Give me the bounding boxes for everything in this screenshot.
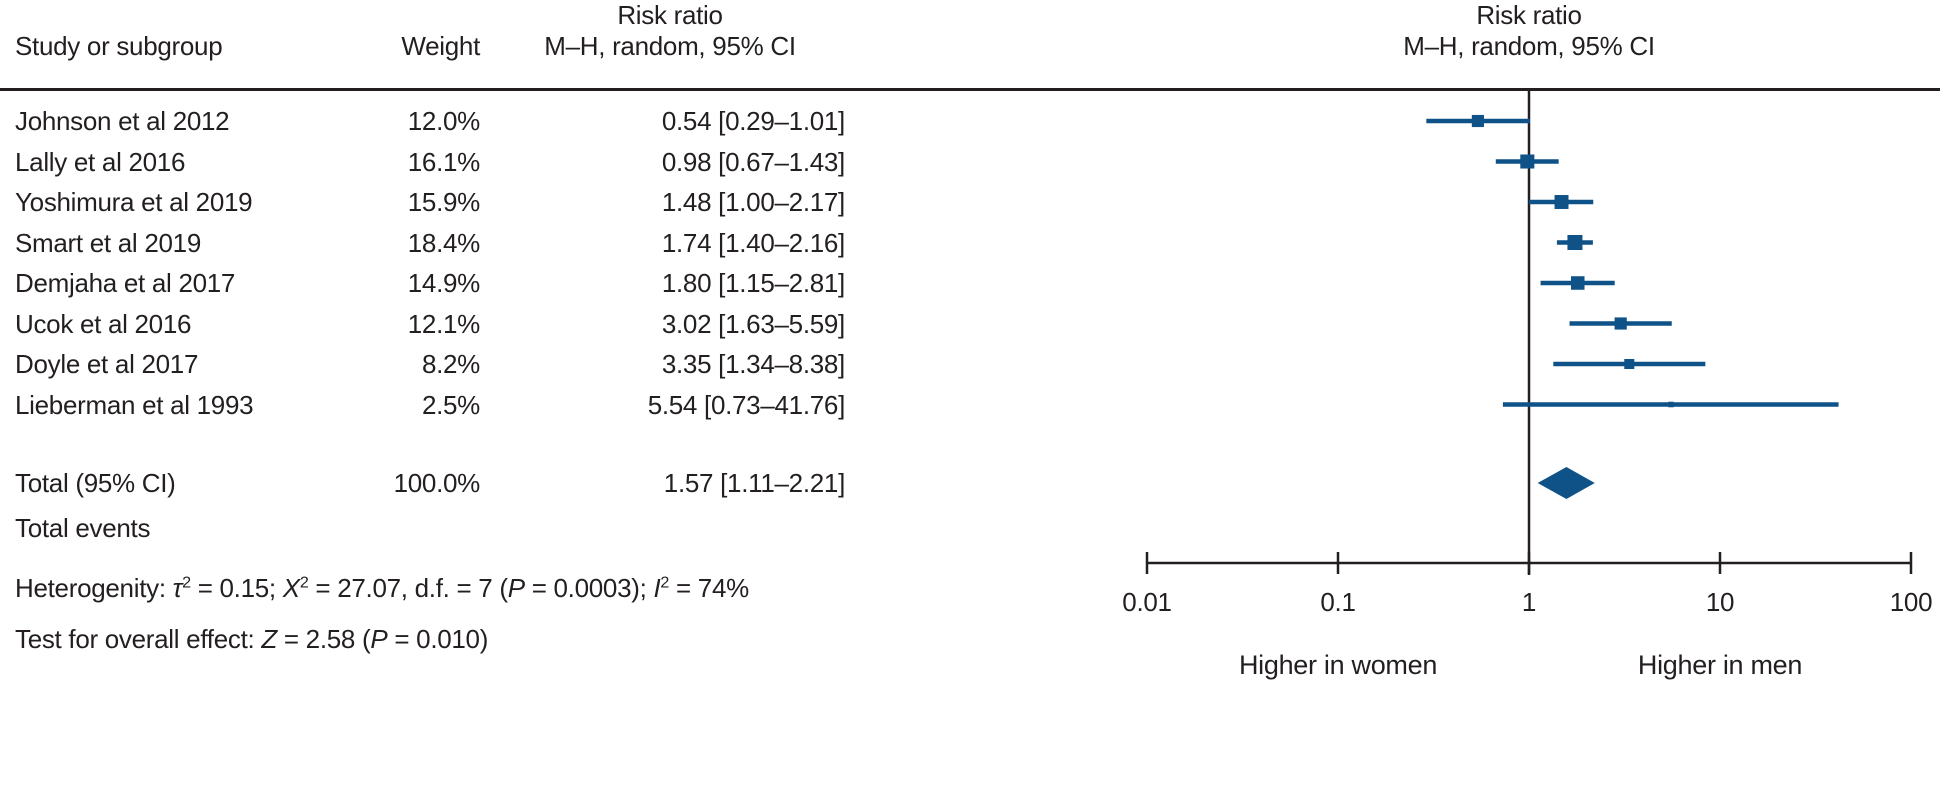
total-diamond <box>1537 467 1595 499</box>
study-name: Demjaha et al 2017 <box>15 268 236 298</box>
effect-square <box>1614 317 1627 330</box>
effect-square <box>1554 195 1569 209</box>
study-column-header: Study or subgroup <box>15 31 223 61</box>
study-name: Johnson et al 2012 <box>15 106 230 136</box>
total-weight: 100.0% <box>393 468 481 498</box>
total-estimate: 1.57 [1.11–2.21] <box>663 468 846 498</box>
study-estimate: 0.98 [0.67–1.43] <box>661 146 845 177</box>
study-weight: 12.0% <box>407 106 481 136</box>
x-tick-label: 1 <box>1522 587 1536 617</box>
direction-label-left: Higher in women <box>1239 650 1437 680</box>
study-weight: 15.9% <box>407 187 481 217</box>
study-estimate: 1.48 [1.00–2.17] <box>661 187 845 217</box>
total-label: Total (95% CI) <box>15 468 176 498</box>
overall-effect-stats: Test for overall effect: Z = 2.58 (P = 0… <box>15 624 489 654</box>
study-weight: 2.5% <box>421 389 480 420</box>
heterogeneity-stats: Heterogenity: τ2 = 0.15; X2 = 27.07, d.f… <box>15 573 749 603</box>
effect-square <box>1567 234 1583 251</box>
effect-square <box>1471 114 1484 128</box>
study-weight: 14.9% <box>407 268 481 298</box>
plot-header-line1: Risk ratio <box>1476 0 1582 30</box>
x-tick-label: 0.1 <box>1320 587 1355 617</box>
effect-square <box>1571 276 1585 290</box>
study-name: Yoshimura et al 2019 <box>15 187 253 217</box>
effect-square <box>1520 154 1535 169</box>
study-estimate: 3.35 [1.34–8.38] <box>661 349 845 379</box>
weight-column-header: Weight <box>401 31 480 61</box>
study-weight: 8.2% <box>421 349 480 379</box>
left-effect-header-line2: M–H, random, 95% CI <box>544 31 796 61</box>
study-estimate: 1.74 [1.40–2.16] <box>661 227 845 258</box>
total-events-label: Total events <box>15 513 151 543</box>
study-name: Lally et al 2016 <box>15 146 186 177</box>
study-weight: 12.1% <box>407 308 481 339</box>
study-name: Lieberman et al 1993 <box>15 389 254 420</box>
plot-header-line2: M–H, random, 95% CI <box>1403 31 1655 61</box>
study-estimate: 0.54 [0.29–1.01] <box>661 106 845 136</box>
direction-label-right: Higher in men <box>1638 650 1802 680</box>
study-name: Doyle et al 2017 <box>15 349 199 379</box>
study-name: Ucok et al 2016 <box>15 308 192 339</box>
header-divider <box>0 88 1940 91</box>
study-estimate: 3.02 [1.63–5.59] <box>661 308 845 339</box>
x-tick-label: 0.01 <box>1122 587 1171 617</box>
effect-square <box>1624 358 1635 370</box>
effect-square <box>1668 401 1674 408</box>
study-weight: 16.1% <box>407 146 481 177</box>
left-effect-header-line1: Risk ratio <box>617 0 723 30</box>
study-estimate: 1.80 [1.15–2.81] <box>661 268 845 298</box>
x-tick-label: 10 <box>1706 587 1734 617</box>
study-estimate: 5.54 [0.73–41.76] <box>647 389 846 420</box>
study-name: Smart et al 2019 <box>15 227 201 258</box>
x-tick-label: 100 <box>1890 587 1932 617</box>
study-weight: 18.4% <box>407 227 481 258</box>
